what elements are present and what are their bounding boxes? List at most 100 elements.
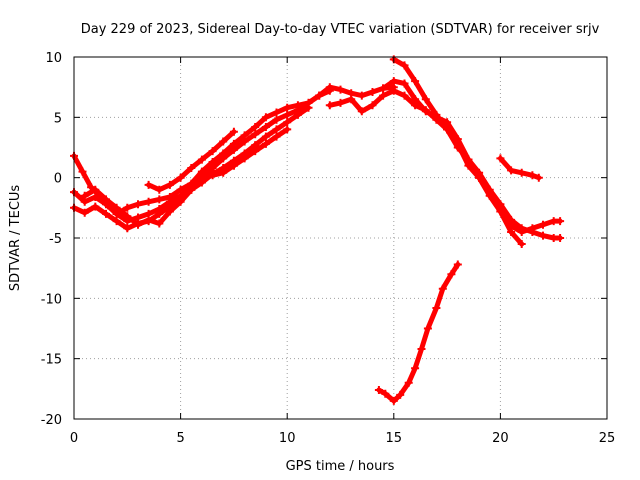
data-point — [134, 200, 142, 209]
data-point — [443, 125, 452, 134]
data-point — [240, 137, 249, 146]
data-point — [539, 220, 547, 229]
data-point — [123, 212, 132, 221]
data-point — [134, 220, 142, 229]
data-point — [507, 166, 516, 175]
data-point — [304, 103, 313, 112]
series-line — [376, 262, 461, 404]
data-point — [389, 396, 398, 405]
data-point — [517, 240, 526, 248]
data-point — [272, 125, 281, 134]
axis-ticks: 0 5 10 15 20 25 -20 -15 -10 -5 0 5 10 — [41, 51, 616, 446]
x-tick-label: 15 — [386, 431, 403, 446]
data-point — [261, 113, 270, 122]
data-point — [556, 234, 565, 242]
data-point — [336, 85, 345, 94]
data-point — [176, 197, 185, 206]
data-point — [176, 173, 185, 182]
data-point — [144, 180, 153, 189]
data-point — [229, 127, 238, 136]
x-tick-label: 5 — [176, 431, 184, 446]
data-point — [421, 95, 430, 104]
series-sat-e — [144, 127, 238, 194]
series-sat-f — [197, 142, 260, 180]
data-point — [347, 95, 356, 104]
data-point — [496, 200, 505, 209]
data-point — [283, 118, 292, 127]
data-point — [475, 168, 484, 177]
data-point — [400, 79, 409, 88]
y-tick-label: 0 — [54, 172, 62, 187]
data-point — [155, 185, 164, 194]
data-point — [336, 98, 345, 107]
data-point — [453, 260, 462, 269]
y-tick-label: -10 — [41, 292, 62, 307]
series-line — [380, 78, 525, 247]
data-point — [528, 171, 537, 180]
data-point — [411, 77, 420, 86]
data-point — [261, 139, 270, 148]
y-tick-label: -20 — [41, 413, 62, 428]
series-sat-j — [496, 154, 543, 182]
data-point — [374, 386, 383, 394]
data-point — [315, 91, 324, 100]
data-point — [432, 304, 441, 312]
data-point — [496, 154, 505, 163]
data-point — [272, 115, 281, 124]
data-point — [219, 168, 228, 177]
data-point — [91, 185, 100, 194]
data-point — [507, 215, 516, 224]
data-point — [379, 91, 388, 100]
data-point — [251, 130, 260, 139]
data-point — [556, 217, 565, 226]
chart-title: Day 229 of 2023, Sidereal Day-to-day VTE… — [81, 22, 600, 37]
data-point — [144, 215, 153, 224]
data-point — [368, 101, 377, 110]
data-point — [379, 84, 388, 93]
data-point — [517, 224, 526, 233]
data-point — [155, 195, 164, 204]
data-point — [417, 345, 426, 353]
data-point — [423, 324, 432, 333]
data-point — [102, 195, 110, 204]
series-sat-k — [374, 260, 462, 405]
data-point — [155, 219, 164, 228]
data-point — [91, 202, 100, 211]
data-series — [70, 55, 565, 405]
x-tick-label: 25 — [599, 431, 616, 446]
data-point — [325, 101, 334, 110]
data-point — [251, 123, 260, 131]
data-point — [165, 207, 174, 216]
data-point — [389, 77, 398, 86]
data-point — [528, 228, 537, 236]
data-point — [229, 145, 238, 154]
data-point — [144, 197, 153, 206]
series-sat-h — [379, 77, 526, 248]
data-point — [283, 110, 292, 119]
x-tick-label: 10 — [279, 431, 296, 446]
data-point — [517, 168, 526, 177]
data-point — [123, 224, 132, 233]
data-point — [293, 110, 302, 119]
data-point — [357, 107, 366, 116]
data-point — [80, 208, 89, 217]
data-point — [421, 107, 430, 116]
data-point — [534, 173, 543, 182]
data-point — [272, 108, 281, 117]
data-point — [411, 95, 420, 104]
data-point — [464, 155, 473, 164]
data-point — [80, 191, 89, 200]
data-point — [368, 88, 377, 96]
data-point — [112, 217, 121, 226]
data-point — [283, 125, 292, 134]
y-axis-label: SDTVAR / TECUs — [8, 185, 23, 292]
data-point — [165, 180, 174, 189]
data-point — [438, 284, 447, 293]
data-point — [208, 147, 217, 156]
data-point — [539, 231, 547, 240]
data-point — [404, 378, 413, 387]
data-point — [240, 151, 249, 160]
data-point — [432, 110, 441, 119]
